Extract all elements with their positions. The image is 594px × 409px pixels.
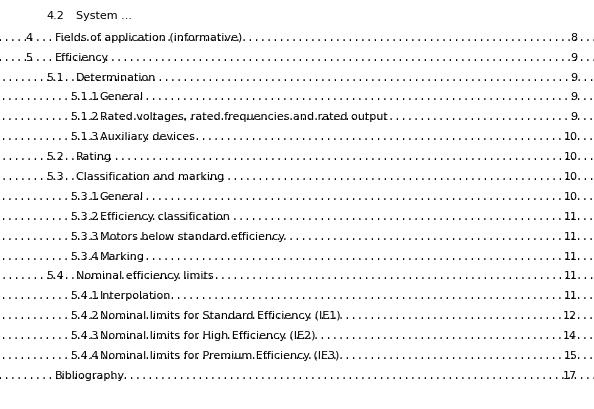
Text: ................................................................................: ........................................…: [0, 152, 594, 162]
Text: 9: 9: [570, 72, 577, 82]
Text: 5.3.2: 5.3.2: [70, 211, 99, 221]
Text: ................................................................................: ........................................…: [0, 211, 594, 221]
Text: Auxiliary devices: Auxiliary devices: [100, 132, 195, 142]
Text: General: General: [100, 191, 144, 201]
Text: Rating: Rating: [76, 152, 112, 162]
Text: 11: 11: [563, 211, 577, 221]
Text: 5.1.1: 5.1.1: [70, 92, 99, 102]
Text: 5.3.1: 5.3.1: [70, 191, 99, 201]
Text: 4: 4: [25, 33, 32, 43]
Text: ................................................................................: ........................................…: [0, 251, 594, 261]
Text: 9: 9: [570, 92, 577, 102]
Text: 5.3.3: 5.3.3: [70, 231, 99, 241]
Text: ................................................................................: ........................................…: [0, 171, 594, 182]
Text: ................................................................................: ........................................…: [0, 290, 594, 301]
Text: 5.4.2: 5.4.2: [70, 310, 99, 320]
Text: ................................................................................: ........................................…: [0, 52, 594, 63]
Text: 5.3: 5.3: [46, 171, 64, 182]
Text: 11: 11: [563, 231, 577, 241]
Text: Classification and marking: Classification and marking: [76, 171, 225, 182]
Text: ................................................................................: ........................................…: [0, 271, 594, 281]
Text: 5.3.4: 5.3.4: [70, 251, 99, 261]
Text: 5.4: 5.4: [46, 271, 64, 281]
Text: 10: 10: [563, 171, 577, 182]
Text: 17: 17: [563, 370, 577, 380]
Text: ................................................................................: ........................................…: [0, 33, 594, 43]
Text: Nominal limits for High Efficiency (IE2): Nominal limits for High Efficiency (IE2): [100, 330, 315, 340]
Text: ................................................................................: ........................................…: [0, 112, 594, 122]
Text: 5.4.4: 5.4.4: [70, 350, 99, 360]
Text: 5.2: 5.2: [46, 152, 64, 162]
Text: ................................................................................: ........................................…: [0, 330, 594, 340]
Text: Efficiency classification: Efficiency classification: [100, 211, 230, 221]
Text: 11: 11: [563, 271, 577, 281]
Text: 9: 9: [570, 112, 577, 122]
Text: 9: 9: [570, 52, 577, 63]
Text: ................................................................................: ........................................…: [0, 72, 594, 82]
Text: ................................................................................: ........................................…: [0, 370, 594, 380]
Text: 4.2: 4.2: [46, 11, 64, 21]
Text: ................................................................................: ........................................…: [0, 231, 594, 241]
Text: 5: 5: [25, 52, 32, 63]
Text: General: General: [100, 92, 144, 102]
Text: 12: 12: [563, 310, 577, 320]
Text: 14: 14: [563, 330, 577, 340]
Text: 15: 15: [563, 350, 577, 360]
Text: 5.4.3: 5.4.3: [70, 330, 99, 340]
Text: 8: 8: [570, 33, 577, 43]
Text: Motors below standard efficiency: Motors below standard efficiency: [100, 231, 285, 241]
Text: Rated voltages, rated frequencies and rated output: Rated voltages, rated frequencies and ra…: [100, 112, 387, 122]
Text: 10: 10: [563, 132, 577, 142]
Text: Nominal limits for Standard Efficiency (IE1): Nominal limits for Standard Efficiency (…: [100, 310, 340, 320]
Text: 11: 11: [563, 251, 577, 261]
Text: ................................................................................: ........................................…: [0, 310, 594, 320]
Text: 5.1.2: 5.1.2: [70, 112, 99, 122]
Text: ................................................................................: ........................................…: [0, 350, 594, 360]
Text: Bibliography: Bibliography: [55, 370, 125, 380]
Text: ................................................................................: ........................................…: [0, 191, 594, 201]
Text: Nominal efficiency limits: Nominal efficiency limits: [76, 271, 214, 281]
Text: Marking: Marking: [100, 251, 145, 261]
Text: 5.1: 5.1: [46, 72, 64, 82]
Text: Nominal limits for Premium Efficiency (IE3): Nominal limits for Premium Efficiency (I…: [100, 350, 339, 360]
Text: ................................................................................: ........................................…: [0, 92, 594, 102]
Text: Determination: Determination: [76, 72, 156, 82]
Text: 10: 10: [563, 191, 577, 201]
Text: ................................................................................: ........................................…: [0, 132, 594, 142]
Text: Fields of application (informative): Fields of application (informative): [55, 33, 242, 43]
Text: 5.4.1: 5.4.1: [70, 290, 99, 301]
Text: 11: 11: [563, 290, 577, 301]
Text: Interpolation: Interpolation: [100, 290, 171, 301]
Text: 5.1.3: 5.1.3: [70, 132, 99, 142]
Text: System ...: System ...: [76, 11, 132, 21]
Text: 10: 10: [563, 152, 577, 162]
Text: Efficiency: Efficiency: [55, 52, 109, 63]
